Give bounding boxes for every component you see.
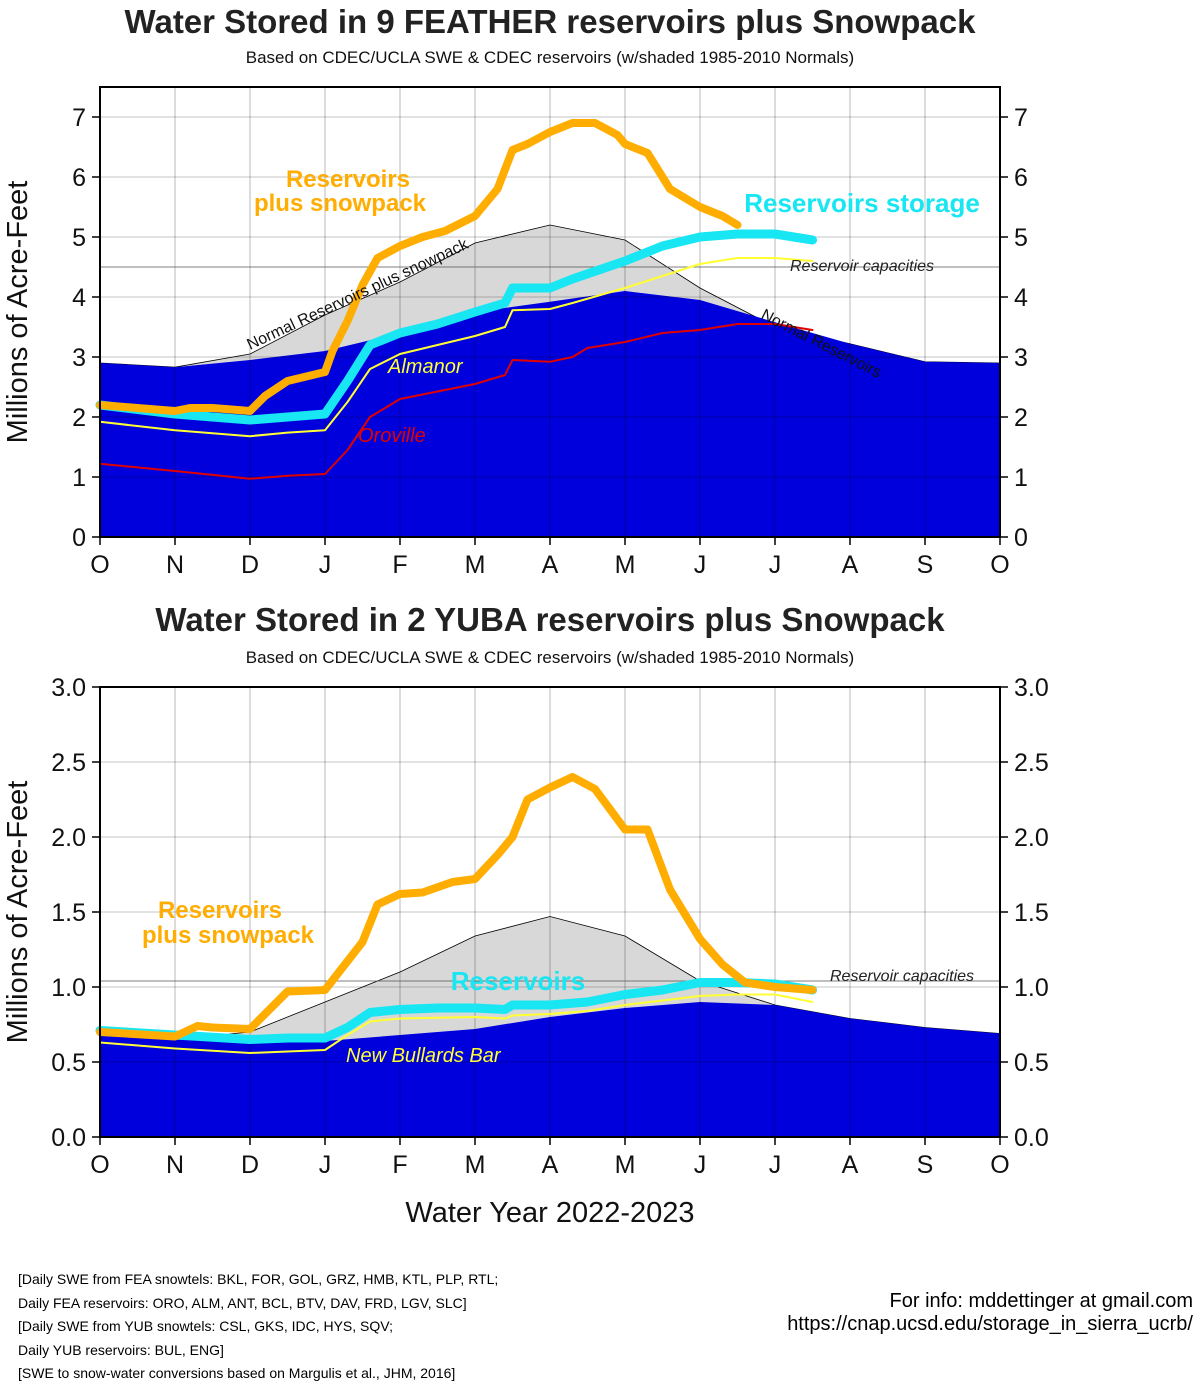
annotation-label: plus snowpack (142, 922, 315, 949)
y-tick-label-right: 3 (1014, 344, 1028, 372)
y-tick-label-left: 7 (72, 104, 86, 132)
y-tick-label-right: 5 (1014, 224, 1028, 252)
x-tick-label: S (917, 1151, 934, 1179)
x-tick-label: D (241, 1151, 259, 1179)
x-axis-label: Water Year 2022-2023 (405, 1197, 694, 1229)
almanor-line (99, 257, 814, 438)
credit-line: [Daily SWE from FEA snowtels: BKL, FOR, … (18, 1271, 499, 1287)
x-tick-label: S (917, 551, 934, 579)
x-tick-label: F (392, 1151, 407, 1179)
x-tick-label: O (990, 551, 1009, 579)
x-tick-label: D (241, 551, 259, 579)
y-tick-label-right: 3.0 (1014, 674, 1049, 702)
y-tick-label-right: 0.5 (1014, 1049, 1049, 1077)
y-tick-label-right: 1.5 (1014, 899, 1049, 927)
annotation-label: plus snowpack (254, 190, 427, 217)
chart-title: Water Stored in 9 FEATHER reservoirs plu… (125, 3, 977, 40)
y-tick-label-right: 2.5 (1014, 749, 1049, 777)
chart-subtitle: Based on CDEC/UCLA SWE & CDEC reservoirs… (246, 648, 854, 667)
annotation-label: Reservoir capacities (790, 258, 934, 275)
y-tick-label-left: 1.5 (51, 899, 86, 927)
y-tick-label-left: 0 (72, 524, 86, 552)
contact-url: https://cnap.ucsd.edu/storage_in_sierra_… (787, 1313, 1193, 1335)
x-tick-label: O (90, 551, 109, 579)
x-tick-label: A (842, 1151, 859, 1179)
chart-panel-1: Water Stored in 9 FEATHER reservoirs plu… (2, 3, 1028, 579)
x-tick-label: A (542, 1151, 559, 1179)
data-credits: [Daily SWE from FEA snowtels: BKL, FOR, … (18, 1268, 498, 1386)
y-tick-label-left: 3 (72, 344, 86, 372)
y-tick-label-left: 1.0 (51, 974, 86, 1002)
y-tick-label-left: 2 (72, 404, 86, 432)
annotation-label: Reservoirs (158, 897, 282, 924)
chart-subtitle: Based on CDEC/UCLA SWE & CDEC reservoirs… (246, 48, 854, 67)
oroville-line (99, 323, 814, 480)
y-tick-label-right: 1 (1014, 464, 1028, 492)
annotation-label: New Bullards Bar (346, 1045, 502, 1067)
x-tick-label: M (615, 551, 636, 579)
credit-line: [Daily SWE from YUB snowtels: CSL, GKS, … (18, 1318, 393, 1334)
chart-panel-2: Water Stored in 2 YUBA reservoirs plus S… (2, 601, 1049, 1229)
annotation-label: Reservoir capacities (830, 968, 974, 985)
x-tick-label: J (319, 551, 332, 579)
x-tick-label: F (392, 551, 407, 579)
y-tick-label-left: 2.5 (51, 749, 86, 777)
contact-email: For info: mddettinger at gmail.com (889, 1290, 1193, 1312)
x-tick-label: J (769, 1151, 782, 1179)
contact-info: For info: mddettinger at gmail.com https… (787, 1290, 1193, 1336)
y-axis-label: Millions of Acre-Feet (2, 781, 34, 1044)
x-tick-label: J (769, 551, 782, 579)
reservoirs-storage-line (95, 229, 817, 425)
y-tick-label-left: 6 (72, 164, 86, 192)
x-tick-label: J (694, 551, 707, 579)
y-tick-label-left: 4 (72, 284, 86, 312)
x-tick-label: M (465, 1151, 486, 1179)
annotation-label: Reservoirs (451, 966, 585, 996)
annotation-label: Almanor (387, 356, 464, 378)
x-tick-label: N (166, 551, 184, 579)
x-tick-label: M (465, 551, 486, 579)
annotation-label: Oroville (358, 425, 426, 447)
y-tick-label-left: 2.0 (51, 824, 86, 852)
new-bullards-bar-line (99, 993, 814, 1054)
x-tick-label: A (542, 551, 559, 579)
x-tick-label: N (166, 1151, 184, 1179)
y-tick-label-right: 0.0 (1014, 1124, 1049, 1152)
y-tick-label-left: 3.0 (51, 674, 86, 702)
reservoirs-line (95, 978, 817, 1044)
y-tick-label-left: 5 (72, 224, 86, 252)
annotation-label: Reservoirs storage (744, 188, 980, 218)
x-tick-label: J (319, 1151, 332, 1179)
y-tick-label-left: 0.5 (51, 1049, 86, 1077)
reservoirs-plus-snowpack-line (96, 773, 817, 1041)
x-tick-label: M (615, 1151, 636, 1179)
y-tick-label-right: 7 (1014, 104, 1028, 132)
credit-line: [SWE to snow-water conversions based on … (18, 1365, 456, 1381)
y-tick-label-left: 0.0 (51, 1124, 86, 1152)
x-tick-label: O (90, 1151, 109, 1179)
y-tick-label-right: 2 (1014, 404, 1028, 432)
y-tick-label-right: 6 (1014, 164, 1028, 192)
y-tick-label-right: 0 (1014, 524, 1028, 552)
annotation-label: Reservoirs (286, 166, 410, 193)
x-tick-label: A (842, 551, 859, 579)
y-tick-label-right: 1.0 (1014, 974, 1049, 1002)
y-tick-label-left: 1 (72, 464, 86, 492)
x-tick-label: J (694, 1151, 707, 1179)
credit-line: Daily YUB reservoirs: BUL, ENG] (18, 1341, 224, 1358)
x-tick-label: O (990, 1151, 1009, 1179)
chart-title: Water Stored in 2 YUBA reservoirs plus S… (155, 601, 945, 638)
reservoirs-plus-snowpack-line (96, 119, 742, 415)
credit-line: Daily FEA reservoirs: ORO, ALM, ANT, BCL… (18, 1294, 467, 1311)
y-tick-label-right: 4 (1014, 284, 1028, 312)
y-tick-label-right: 2.0 (1014, 824, 1049, 852)
y-axis-label: Millions of Acre-Feet (2, 181, 34, 444)
